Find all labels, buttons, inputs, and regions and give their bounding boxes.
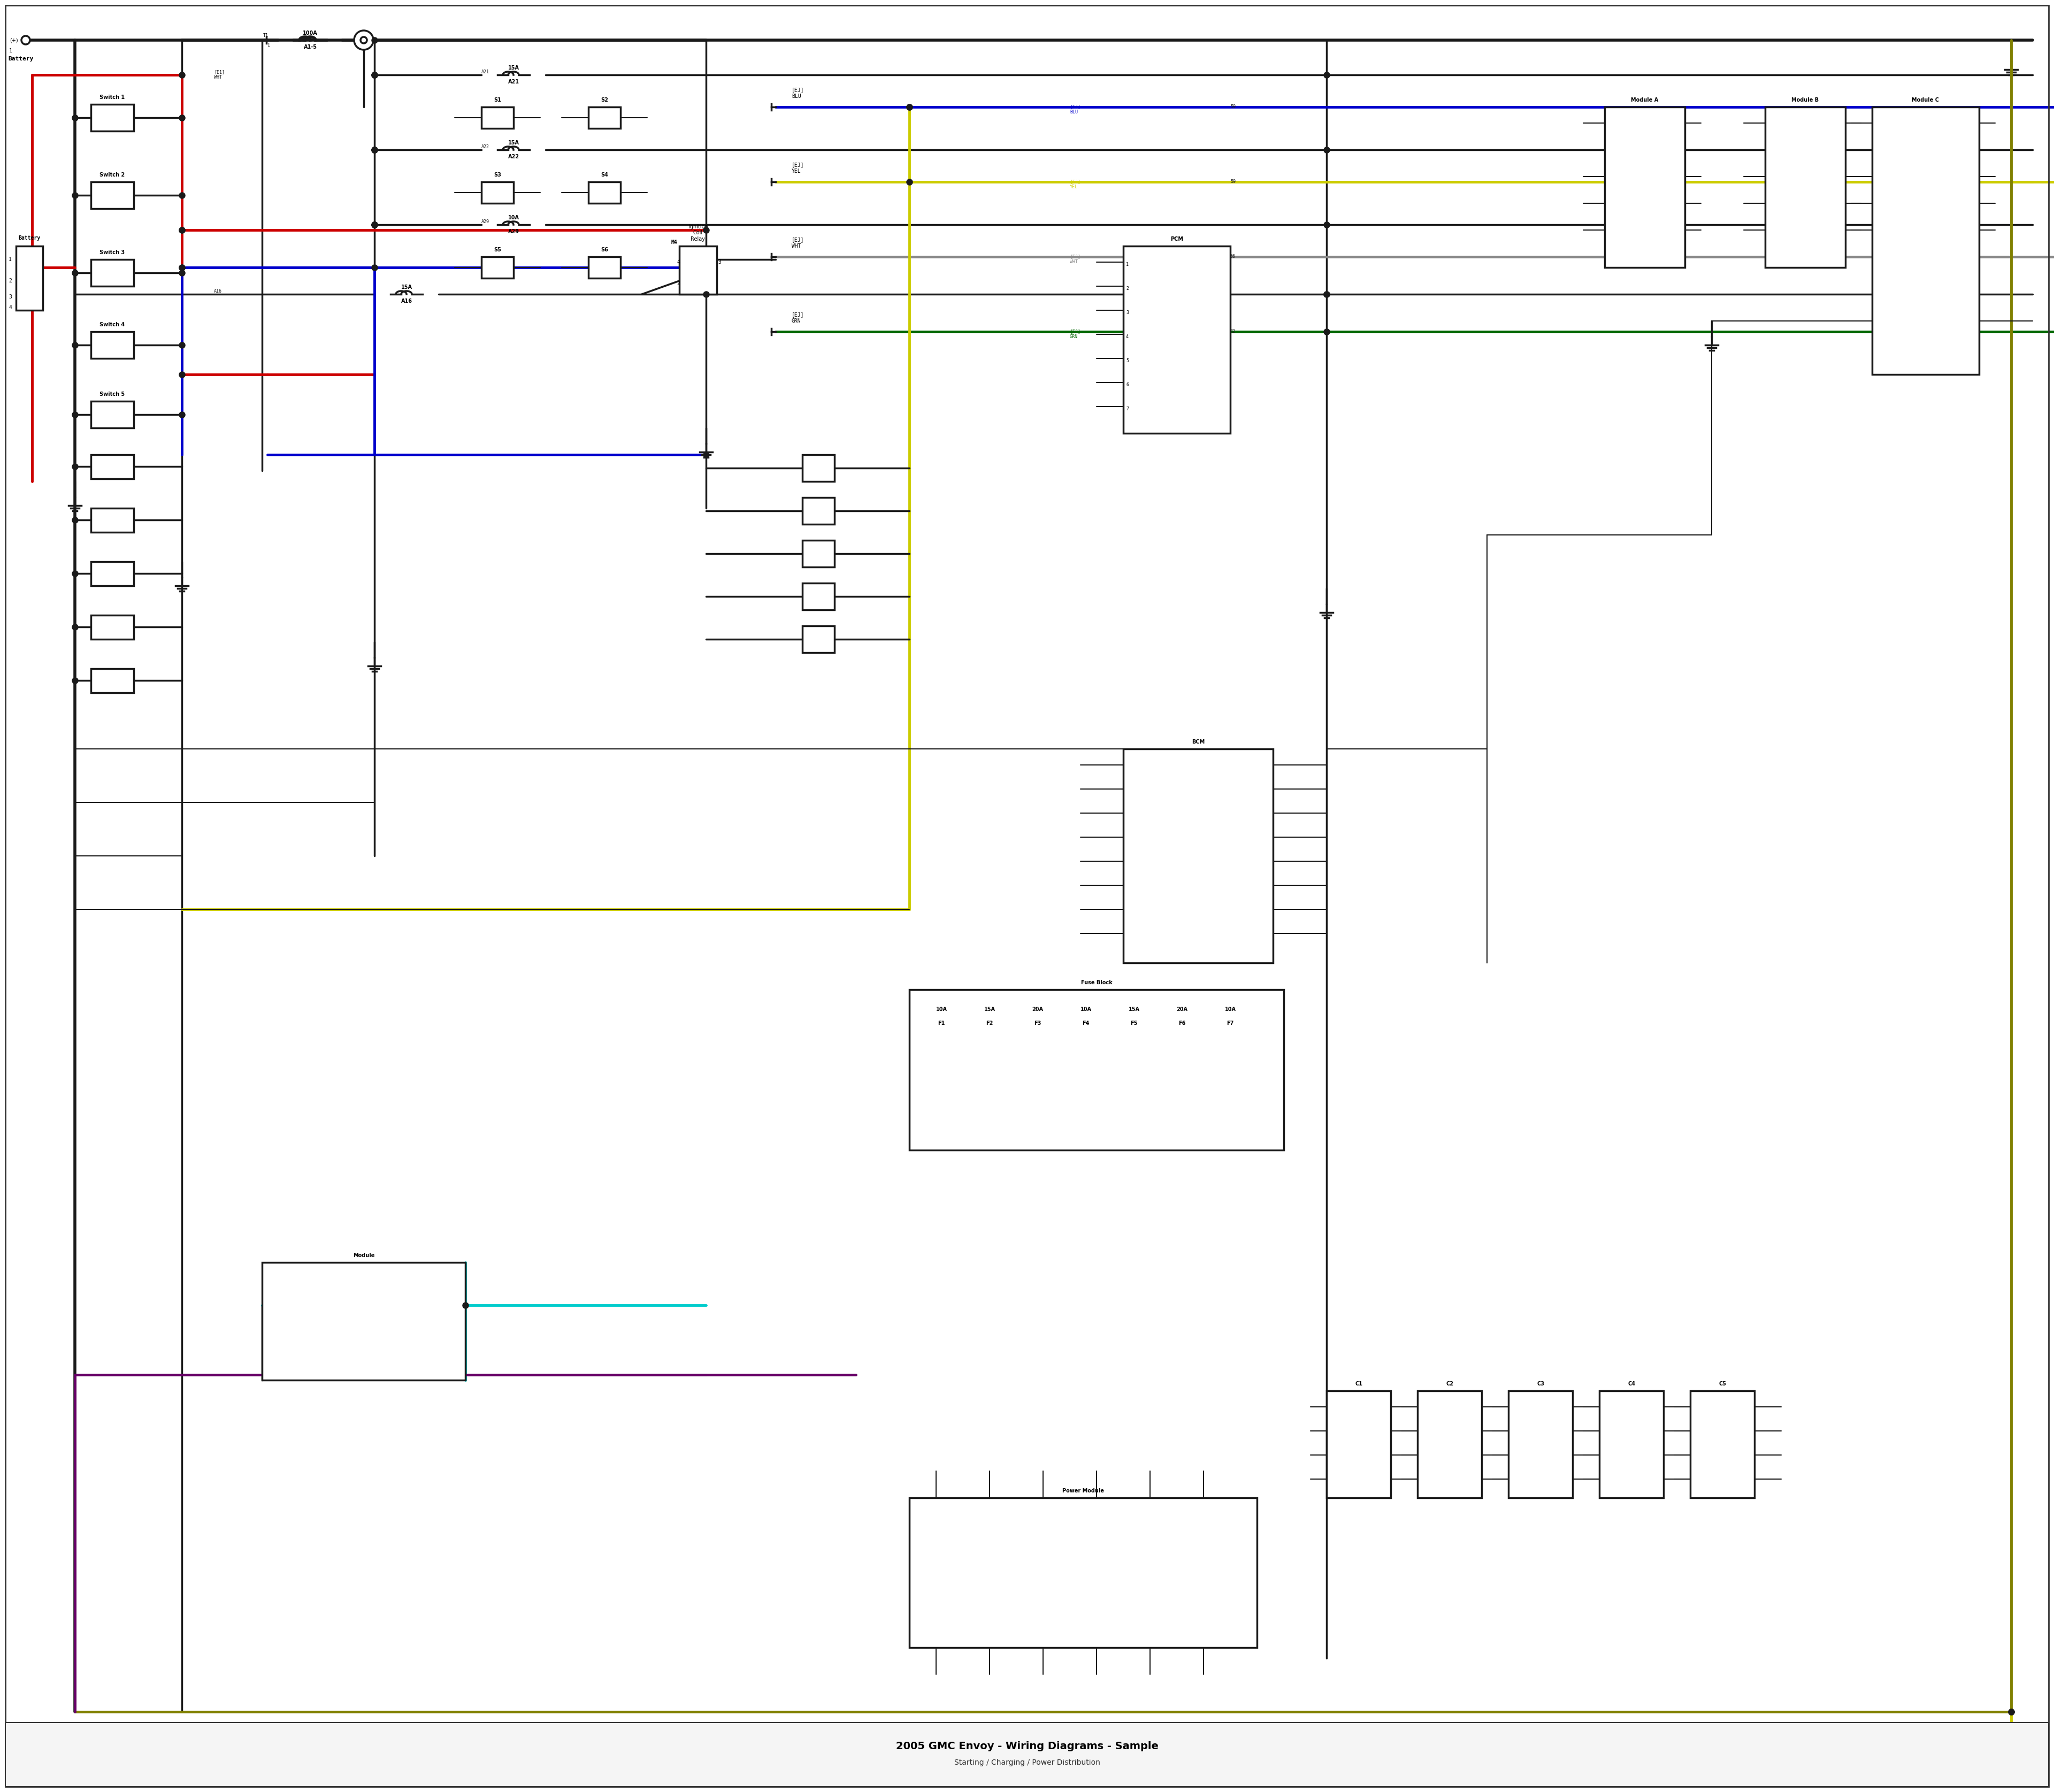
Text: BCM: BCM — [1191, 740, 1204, 745]
Bar — [587, 256, 620, 278]
Text: Ignition
Coil
Relay: Ignition Coil Relay — [688, 224, 709, 242]
Bar — [481, 181, 514, 202]
Text: [EJ]
WHT: [EJ] WHT — [791, 237, 805, 249]
Text: A29: A29 — [507, 229, 520, 235]
Text: [EJ]
YEL: [EJ] YEL — [791, 163, 805, 174]
Bar — [90, 561, 134, 586]
Text: 15A: 15A — [984, 1007, 996, 1012]
Text: Switch 4: Switch 4 — [101, 323, 125, 328]
Bar — [803, 582, 834, 609]
Text: F7: F7 — [1226, 1021, 1234, 1027]
Bar — [1124, 246, 1230, 434]
Text: 15A: 15A — [507, 140, 520, 145]
Text: 3: 3 — [8, 294, 12, 299]
Text: A21: A21 — [507, 79, 520, 84]
Text: 2: 2 — [8, 278, 12, 283]
Text: A29: A29 — [481, 219, 489, 224]
Bar — [803, 625, 834, 652]
Text: Switch 2: Switch 2 — [101, 172, 125, 177]
Text: [EJ]
GRN: [EJ] GRN — [1070, 330, 1080, 339]
Text: C1: C1 — [1356, 1382, 1362, 1387]
Text: 59: 59 — [1230, 179, 1237, 185]
Text: (+): (+) — [10, 38, 18, 43]
Text: 10A: 10A — [1224, 1007, 1237, 1012]
Text: S3: S3 — [493, 172, 501, 177]
Bar — [910, 1498, 1257, 1647]
Text: [EJ]
YEL: [EJ] YEL — [1070, 179, 1080, 190]
Text: 6: 6 — [1126, 382, 1128, 387]
Bar — [90, 509, 134, 532]
Text: 2: 2 — [1126, 287, 1128, 290]
Bar — [90, 668, 134, 694]
Bar — [90, 615, 134, 640]
Bar — [481, 108, 514, 129]
Text: C3: C3 — [1536, 1382, 1545, 1387]
Bar — [90, 332, 134, 358]
Text: A22: A22 — [481, 145, 489, 149]
Text: M4: M4 — [672, 240, 678, 246]
Text: 1: 1 — [267, 43, 271, 48]
Text: Module A: Module A — [1631, 97, 1658, 102]
Text: 4: 4 — [8, 305, 12, 310]
Bar — [1690, 1391, 1754, 1498]
Text: Module: Module — [353, 1253, 374, 1258]
Bar — [90, 260, 134, 287]
Bar — [680, 246, 717, 294]
Bar — [587, 108, 620, 129]
Bar — [481, 256, 514, 278]
Text: PCM: PCM — [1171, 237, 1183, 242]
Circle shape — [353, 30, 374, 50]
Bar — [1600, 1391, 1664, 1498]
Text: Switch 5: Switch 5 — [101, 392, 125, 396]
Text: 42: 42 — [1230, 330, 1237, 333]
Text: 3: 3 — [1126, 310, 1128, 315]
Text: F1: F1 — [939, 1021, 945, 1027]
Bar — [803, 539, 834, 566]
Text: 10A: 10A — [507, 215, 520, 220]
Bar — [1871, 108, 1980, 375]
Text: A16: A16 — [214, 289, 222, 294]
Text: S4: S4 — [600, 172, 608, 177]
Text: [EJ]
WHT: [EJ] WHT — [1070, 254, 1080, 265]
Text: Module B: Module B — [1791, 97, 1820, 102]
Text: S2: S2 — [600, 97, 608, 102]
Text: 59: 59 — [1230, 104, 1237, 109]
Text: 4: 4 — [676, 260, 680, 265]
Bar — [16, 246, 43, 310]
Text: Fuse Block: Fuse Block — [1080, 980, 1113, 986]
Bar — [90, 104, 134, 131]
Bar — [803, 498, 834, 525]
Text: A21: A21 — [481, 70, 489, 73]
Text: 5: 5 — [1126, 358, 1128, 364]
Text: 3: 3 — [717, 260, 721, 265]
Text: F6: F6 — [1179, 1021, 1185, 1027]
Text: 15A: 15A — [1128, 1007, 1140, 1012]
Text: A16: A16 — [401, 299, 413, 305]
Text: 1: 1 — [8, 256, 12, 262]
Bar — [90, 181, 134, 208]
Bar — [90, 455, 134, 478]
Text: S6: S6 — [600, 247, 608, 253]
Text: S5: S5 — [493, 247, 501, 253]
Bar — [263, 1262, 466, 1380]
Text: [EJ]
BLU: [EJ] BLU — [1070, 104, 1080, 115]
Bar — [1124, 749, 1273, 962]
Text: 100A: 100A — [302, 30, 318, 36]
Text: F2: F2 — [986, 1021, 994, 1027]
Text: 20A: 20A — [1031, 1007, 1043, 1012]
Text: 10A: 10A — [1080, 1007, 1091, 1012]
Bar — [90, 401, 134, 428]
Text: 7: 7 — [1126, 407, 1128, 412]
Text: 1: 1 — [8, 48, 12, 54]
Text: F5: F5 — [1130, 1021, 1138, 1027]
Text: A22: A22 — [507, 154, 520, 159]
Text: 2005 GMC Envoy - Wiring Diagrams - Sample: 2005 GMC Envoy - Wiring Diagrams - Sampl… — [896, 1742, 1158, 1751]
Text: [E1]
WHT: [E1] WHT — [214, 70, 224, 81]
Bar — [1508, 1391, 1573, 1498]
Text: T1: T1 — [263, 34, 269, 38]
Bar — [1327, 1391, 1391, 1498]
Bar — [1604, 108, 1684, 267]
Bar — [803, 455, 834, 482]
Circle shape — [362, 38, 368, 43]
Text: 1: 1 — [1126, 262, 1128, 267]
